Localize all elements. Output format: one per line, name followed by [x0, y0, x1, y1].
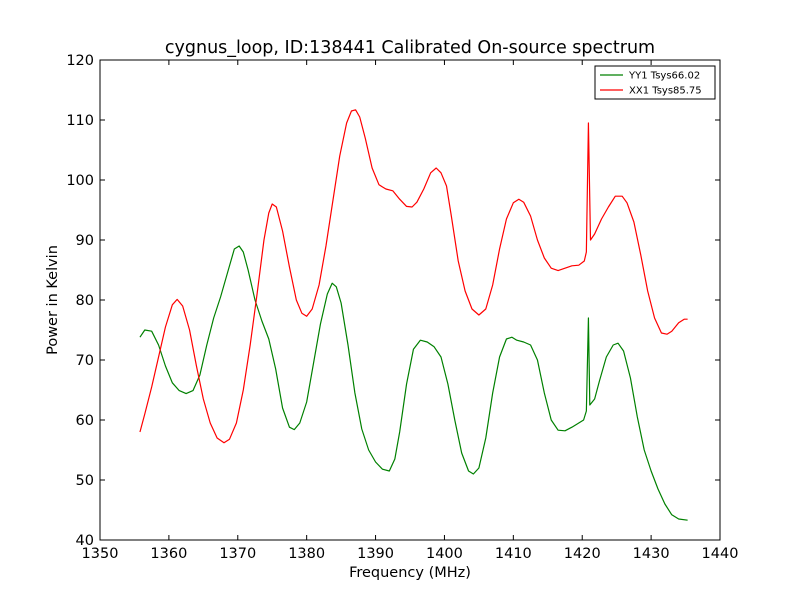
y-tick-label: 100 — [66, 173, 94, 189]
y-tick-label: 50 — [76, 473, 94, 489]
series-layer — [139, 109, 688, 521]
plot-area: 1350 1360 1370 1380 1390 1400 1410 1420 1430 1440… — [66, 53, 738, 562]
x-tick-label: 1410 — [495, 546, 532, 562]
series-line-xx1 — [139, 109, 688, 444]
legend-label: XX1 Tsys85.75 — [629, 86, 702, 97]
x-tick-label: 1360 — [150, 546, 187, 562]
x-tick-label: 1400 — [426, 546, 463, 562]
y-tick-label: 120 — [66, 53, 94, 69]
legend-label: YY1 Tsys66.02 — [628, 71, 700, 82]
x-tick-label: 1350 — [82, 546, 119, 562]
x-axis-label: Frequency (MHz) — [349, 565, 471, 581]
x-tick-label: 1390 — [357, 546, 394, 562]
x-axis: 1350 1360 1370 1380 1390 1400 1410 1420 1430 1440 — [82, 60, 739, 562]
legend: YY1 Tsys66.02 XX1 Tsys85.75 — [594, 65, 716, 100]
plot-background — [100, 60, 720, 540]
y-tick-label: 110 — [66, 113, 94, 129]
legend-frame — [594, 65, 716, 100]
x-tick-label: 1420 — [564, 546, 601, 562]
x-tick-label: 1430 — [633, 546, 670, 562]
y-tick-label: 60 — [76, 413, 94, 429]
x-tick-label: 1370 — [219, 546, 256, 562]
y-tick-label: 80 — [76, 293, 94, 309]
y-tick-label: 40 — [76, 533, 94, 549]
y-axis-label: Power in Kelvin — [45, 245, 61, 355]
x-tick-label: 1380 — [288, 546, 325, 562]
series-line-yy1 — [139, 245, 688, 521]
y-tick-label: 90 — [76, 233, 94, 249]
y-axis: 40 50 60 70 80 90 100 110 120 — [66, 53, 720, 549]
y-tick-label: 70 — [76, 353, 94, 369]
x-tick-label: 1440 — [702, 546, 739, 562]
chart-title: cygnus_loop, ID:138441 Calibrated On-sou… — [165, 38, 655, 58]
